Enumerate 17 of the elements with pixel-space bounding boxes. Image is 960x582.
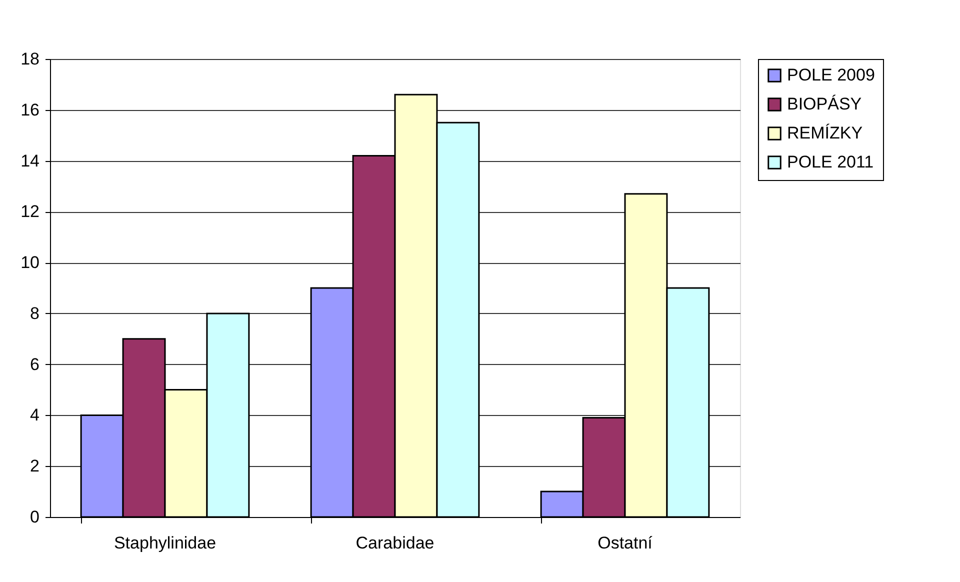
legend-label: POLE 2011 [787,152,874,172]
y-tick-label: 10 [20,253,40,272]
x-tick-label: Staphylinidae [114,534,216,552]
x-tick-label: Carabidae [356,534,434,552]
y-tick-label: 18 [20,50,40,68]
legend-label: REMÍZKY [787,124,863,142]
y-tick-label: 4 [30,406,40,425]
y-tick-label: 6 [30,354,40,374]
y-tick-label: 16 [20,100,40,120]
legend-label: BIOPÁSY [787,94,862,114]
y-tick-label: 8 [30,304,40,323]
y-tick-label: 0 [30,508,40,526]
y-tick-label: 12 [20,202,40,222]
y-tick-label: 2 [30,456,40,476]
legend-label: POLE 2009 [787,66,875,84]
x-tick-label: Ostatní [598,534,653,552]
y-tick-label: 14 [20,151,40,170]
